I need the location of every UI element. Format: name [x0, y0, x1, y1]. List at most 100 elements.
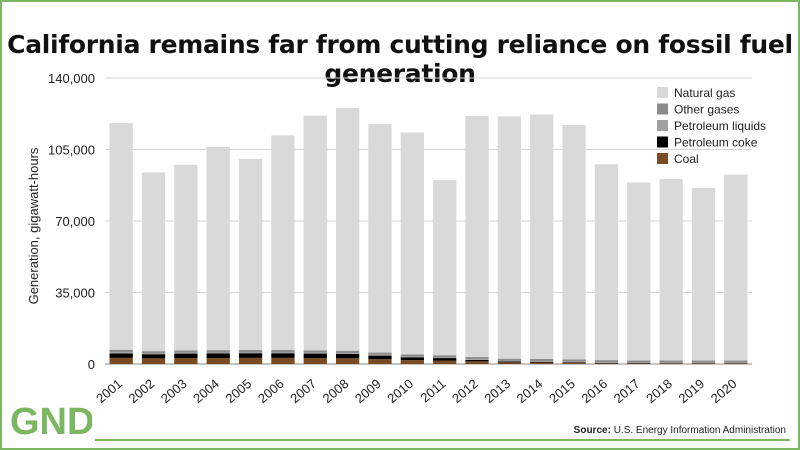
bar-segment-petroleum-coke: [433, 358, 457, 361]
bar-segment-natural-gas: [368, 123, 392, 353]
gnd-logo-text: GND: [10, 401, 92, 440]
bar-segment-other-gases: [109, 349, 133, 353]
bars: [109, 108, 748, 364]
bar-segment-other-gases: [433, 355, 457, 358]
bar-segment-other-gases: [141, 351, 166, 354]
bar-segment-coal: [465, 361, 489, 364]
x-tick-label: 2002: [126, 376, 158, 406]
x-tick-label: 2017: [611, 376, 643, 406]
bar-segment-other-gases: [497, 358, 522, 361]
bar-segment-petroleum-liquids: [303, 352, 327, 354]
bar-segment-natural-gas: [303, 115, 327, 351]
bar-segment-petroleum-coke: [141, 354, 166, 359]
bar-segment-other-gases: [465, 357, 489, 360]
bar-segment-coal: [238, 357, 263, 364]
bar-segment-petroleum-coke: [109, 353, 133, 358]
x-axis-ticks: 2001 2002 2003 2004 2005 2006 2007 2008 2009 2010…: [93, 376, 739, 406]
legend-swatch: [657, 136, 668, 148]
y-tick-label: 35,000: [55, 286, 95, 301]
bar-segment-petroleum-coke: [368, 355, 392, 360]
y-axis-ticks: 0 35,000 70,000 105,000 140,000: [48, 71, 95, 372]
bar-segment-coal: [433, 360, 457, 364]
bar-segment-coal: [206, 358, 230, 364]
y-axis-label: Generation, gigawatt-hours: [26, 147, 41, 304]
bar-segment-other-gases: [691, 360, 716, 363]
legend-swatch: [657, 103, 668, 115]
x-tick-label: 2013: [481, 376, 513, 406]
x-tick-label: 2019: [675, 376, 707, 406]
bar-segment-other-gases: [627, 360, 651, 363]
bar-segment-petroleum-coke: [303, 353, 327, 359]
bar-segment-other-gases: [174, 350, 198, 353]
y-tick-label: 140,000: [48, 71, 95, 86]
bar-segment-coal: [174, 358, 198, 364]
bar-segment-other-gases: [562, 359, 586, 362]
bar-segment-coal: [271, 357, 295, 364]
x-tick-label: 2012: [449, 376, 481, 406]
bar-segment-coal: [335, 358, 360, 364]
bar-segment-petroleum-liquids: [530, 361, 554, 362]
bar-segment-other-gases: [530, 358, 554, 362]
bar-segment-natural-gas: [562, 124, 586, 360]
x-tick-label: 2009: [352, 376, 384, 406]
gridlines: [105, 77, 752, 365]
bar-segment-petroleum-liquids: [335, 353, 360, 354]
bar-segment-petroleum-coke: [530, 361, 554, 363]
bar-segment-natural-gas: [400, 132, 424, 355]
x-tick-label: 2018: [643, 376, 675, 406]
legend-swatch: [657, 153, 668, 164]
y-tick-label: 0: [88, 357, 95, 372]
bar-segment-petroleum-liquids: [174, 352, 198, 354]
x-tick-label: 2015: [546, 376, 578, 406]
bar-segment-natural-gas: [691, 187, 716, 361]
x-tick-label: 2003: [158, 376, 190, 406]
bar-segment-natural-gas: [141, 172, 166, 352]
bar-segment-petroleum-liquids: [141, 353, 166, 355]
legend-swatch: [657, 120, 668, 131]
bar-segment-petroleum-coke: [497, 361, 522, 363]
y-tick-label: 105,000: [48, 143, 95, 158]
bar-segment-petroleum-liquids: [659, 362, 683, 364]
bar-segment-petroleum-liquids: [594, 362, 619, 363]
x-tick-label: 2020: [708, 376, 740, 406]
bar-segment-natural-gas: [497, 116, 522, 359]
bar-segment-coal: [400, 360, 424, 364]
bar-segment-natural-gas: [530, 114, 554, 359]
bar-segment-other-gases: [206, 350, 230, 353]
x-tick-label: 2008: [320, 376, 352, 406]
legend-swatch: [657, 87, 668, 98]
bar-segment-other-gases: [238, 349, 263, 353]
bar-segment-petroleum-coke: [465, 359, 489, 362]
x-tick-label: 2001: [93, 376, 125, 406]
bar-segment-natural-gas: [206, 146, 230, 351]
bar-segment-natural-gas: [433, 180, 457, 356]
bar-segment-coal: [627, 363, 651, 364]
bar-segment-petroleum-coke: [400, 357, 424, 361]
bar-segment-other-gases: [594, 360, 619, 363]
x-tick-label: 2010: [384, 376, 416, 406]
bar-segment-natural-gas: [238, 158, 263, 350]
bar-segment-natural-gas: [271, 135, 295, 350]
bar-segment-other-gases: [724, 360, 748, 363]
legend-label: Natural gas: [674, 86, 735, 100]
legend: Natural gas Other gases Petroleum liquids P…: [657, 86, 766, 166]
bar-segment-petroleum-liquids: [497, 360, 522, 362]
bar-segment-petroleum-coke: [562, 362, 586, 363]
bar-segment-natural-gas: [724, 174, 748, 361]
chart-title: California remains far from cutting reli…: [7, 30, 793, 88]
bar-segment-petroleum-liquids: [400, 356, 424, 358]
bar-segment-other-gases: [303, 350, 327, 353]
bar-segment-natural-gas: [594, 164, 619, 361]
x-tick-label: 2007: [287, 376, 319, 406]
legend-label: Petroleum liquids: [674, 119, 766, 133]
bar-segment-natural-gas: [659, 178, 683, 361]
bar-segment-natural-gas: [627, 182, 651, 361]
bar-segment-other-gases: [271, 349, 295, 353]
bar-segment-other-gases: [368, 352, 392, 355]
x-tick-label: 2014: [514, 376, 546, 406]
bar-segment-coal: [530, 362, 554, 364]
bar-segment-natural-gas: [335, 108, 360, 351]
bar-segment-coal: [109, 357, 133, 364]
bar-segment-other-gases: [400, 354, 424, 357]
